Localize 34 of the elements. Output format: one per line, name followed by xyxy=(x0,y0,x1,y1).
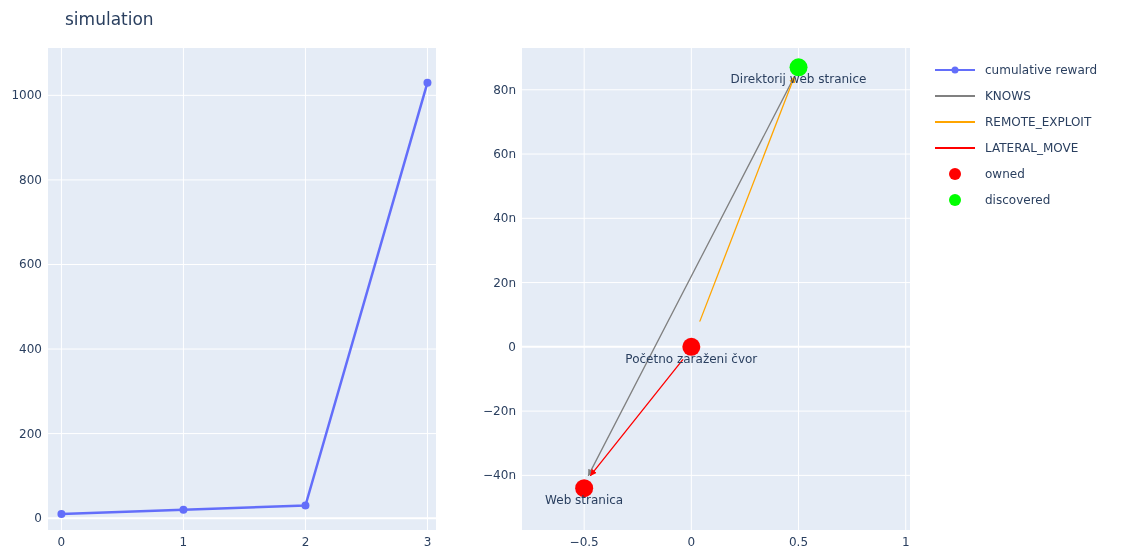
x-tick-label: 0 xyxy=(57,535,66,549)
x-tick-label: 0 xyxy=(687,535,696,549)
y-tick-label: −40n xyxy=(483,468,516,483)
legend-label: owned xyxy=(985,167,1025,181)
y-tick-label: 600 xyxy=(19,257,42,272)
y-tick-label: 0 xyxy=(34,511,42,526)
chart-title: simulation xyxy=(65,9,154,29)
y-tick-label: −20n xyxy=(483,404,516,419)
y-tick-label: 60n xyxy=(493,147,516,162)
x-tick-label: −0.5 xyxy=(569,535,599,549)
y-tick-label: 0 xyxy=(508,339,516,354)
point xyxy=(179,505,188,514)
y-tick-label: 400 xyxy=(19,342,42,357)
x-tick-label: 2 xyxy=(301,535,310,549)
point xyxy=(301,501,310,510)
legend-label: KNOWS xyxy=(985,89,1031,103)
legend-label: cumulative reward xyxy=(985,63,1098,77)
annotation: Početno zaraženi čvor xyxy=(625,351,758,366)
annotation: Web stranica xyxy=(545,493,624,508)
point xyxy=(57,509,66,518)
x-tick-label: 3 xyxy=(423,535,432,549)
x-tick-label: 0.5 xyxy=(788,535,809,549)
x-tick-label: 1 xyxy=(179,535,188,549)
legend-label: LATERAL_MOVE xyxy=(985,141,1079,155)
y-tick-label: 1000 xyxy=(11,88,42,103)
point xyxy=(423,78,432,87)
x-tick-label: 1 xyxy=(901,535,910,549)
legend-label: discovered xyxy=(985,193,1051,207)
y-tick-label: 20n xyxy=(493,275,516,290)
y-tick-label: 200 xyxy=(19,426,42,441)
y-tick-label: 800 xyxy=(19,172,42,187)
y-tick-label: 80n xyxy=(493,82,516,97)
y-tick-label: 40n xyxy=(493,211,516,226)
legend-label: REMOTE_EXPLOIT xyxy=(985,115,1092,129)
